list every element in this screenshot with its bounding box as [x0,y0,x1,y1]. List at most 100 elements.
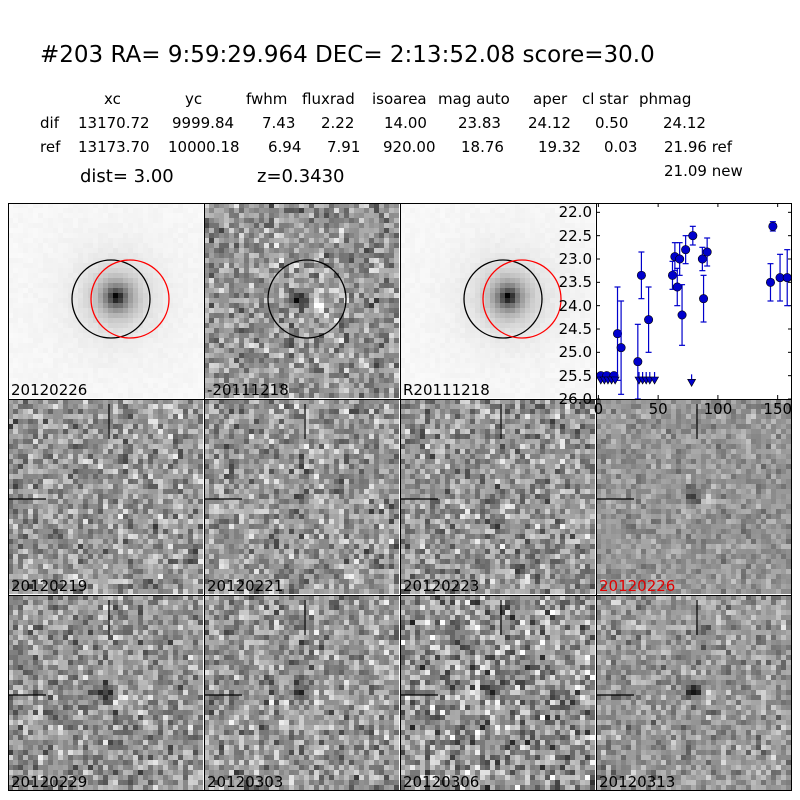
image-panel--20111218: -20111218 [204,203,399,398]
panel-date-label: 20120226 [599,577,676,594]
y-tick-label: 23.0 [558,250,592,268]
dif-mag-auto: 23.83 [458,114,501,132]
data-point [644,315,654,325]
data-point [688,231,698,241]
data-point [667,270,677,280]
new-phmag: 21.09 new [664,162,743,180]
y-tick-label: 23.5 [558,273,592,292]
col-header-xc: xc [104,90,121,108]
dif-phmag: 24.12 [663,114,706,132]
dif-fwhm: 7.43 [262,114,296,132]
grid-divider-v3 [596,203,597,791]
image-stamp [204,399,399,594]
image-stamp [8,399,203,594]
y-tick-label: 22.0 [558,203,592,222]
col-header-aper: aper [533,90,568,108]
data-point [677,310,687,320]
image-panel-20120223: 20120223 [400,399,595,594]
image-panel-20120306: 20120306 [400,595,595,790]
red-aperture-circle [482,259,562,339]
data-point [636,270,646,280]
grid-divider-h1 [8,399,792,400]
grid-divider-h2 [8,595,792,596]
red-aperture-circle [90,259,170,339]
ref-cl-star: 0.03 [604,138,638,156]
upper-limit-marker [610,376,620,385]
y-tick-label: 24.0 [558,296,592,315]
image-panel-20120226: 20120226 [8,203,203,398]
data-point [699,294,709,304]
panel-date-label: 20120221 [207,577,284,594]
y-tick-label: 22.5 [558,226,592,245]
ref-fluxrad: 7.91 [327,138,361,156]
col-header-mag-auto: mag auto [438,90,510,108]
data-point [768,221,778,231]
panel-date-label: 20120229 [11,773,88,790]
x-tick-label: 100 [703,400,733,418]
dif-xc: 13170.72 [78,114,150,132]
image-stamp [400,399,595,594]
image-stamp [596,595,791,790]
grid-divider-v1 [204,203,205,791]
upper-limit-marker [650,376,660,385]
panel-date-label: 20120306 [403,773,480,790]
light-curve-chart [596,203,792,399]
ref-isoarea: 920.00 [383,138,436,156]
data-point [675,254,685,264]
image-stamp [204,203,399,398]
data-point [613,329,623,339]
image-panel-20120219: 20120219 [8,399,203,594]
col-header-fwhm: fwhm [246,90,288,108]
col-header-phmag: phmag [639,90,692,108]
x-tick-label: 0 [593,400,604,418]
black-aperture-circle [71,259,151,339]
ref-phmag: 21.96 ref [664,138,733,156]
panel-date-label: R20111218 [403,381,490,398]
ref-aper: 19.32 [538,138,581,156]
image-stamp [204,595,399,790]
ref-mag-auto: 18.76 [461,138,504,156]
panel-date-label: 20120303 [207,773,284,790]
data-point [702,247,712,257]
data-point [672,282,682,292]
col-header-isoarea: isoarea [372,90,427,108]
y-tick-label: 24.5 [558,320,592,338]
row-label-dif: dif [40,114,59,132]
image-stamp [8,203,203,398]
col-header-cl-star: cl star [582,90,629,108]
dif-cl-star: 0.50 [595,114,629,132]
grid-divider-v2 [400,203,401,791]
image-panel-20120313: 20120313 [596,595,791,790]
dif-aper: 24.12 [528,114,571,132]
image-stamp [400,595,595,790]
dist-readout: dist= 3.00 [80,166,174,187]
upper-limit-marker [687,379,697,387]
y-tick-label: 25.5 [558,366,592,385]
ref-fwhm: 6.94 [268,138,302,156]
x-tick-label: 50 [648,400,668,418]
dif-yc: 9999.84 [172,114,235,132]
data-point [681,245,691,255]
ref-xc: 13173.70 [78,138,150,156]
dif-isoarea: 14.00 [384,114,427,132]
col-header-yc: yc [185,90,203,108]
dif-fluxrad: 2.22 [321,114,355,132]
image-panel-20120303: 20120303 [204,595,399,790]
image-stamp [8,595,203,790]
x-tick-label: 150 [763,400,793,418]
redshift-readout: z=0.3430 [257,166,345,187]
image-stamp [596,399,791,594]
light-curve-panel [596,203,792,399]
data-point [616,343,626,353]
image-stamp [400,203,595,398]
panel-date-label: 20120223 [403,577,480,594]
image-panel-20120229: 20120229 [8,595,203,790]
ref-yc: 10000.18 [168,138,240,156]
col-header-fluxrad: fluxrad [302,90,355,108]
image-panel-20120221: 20120221 [204,399,399,594]
image-panel-R20111218: R20111218 [400,203,595,398]
panel-date-label: 20120219 [11,577,88,594]
black-aperture-circle [267,259,347,339]
page-title: #203 RA= 9:59:29.964 DEC= 2:13:52.08 sco… [40,42,655,68]
data-point [633,357,643,367]
